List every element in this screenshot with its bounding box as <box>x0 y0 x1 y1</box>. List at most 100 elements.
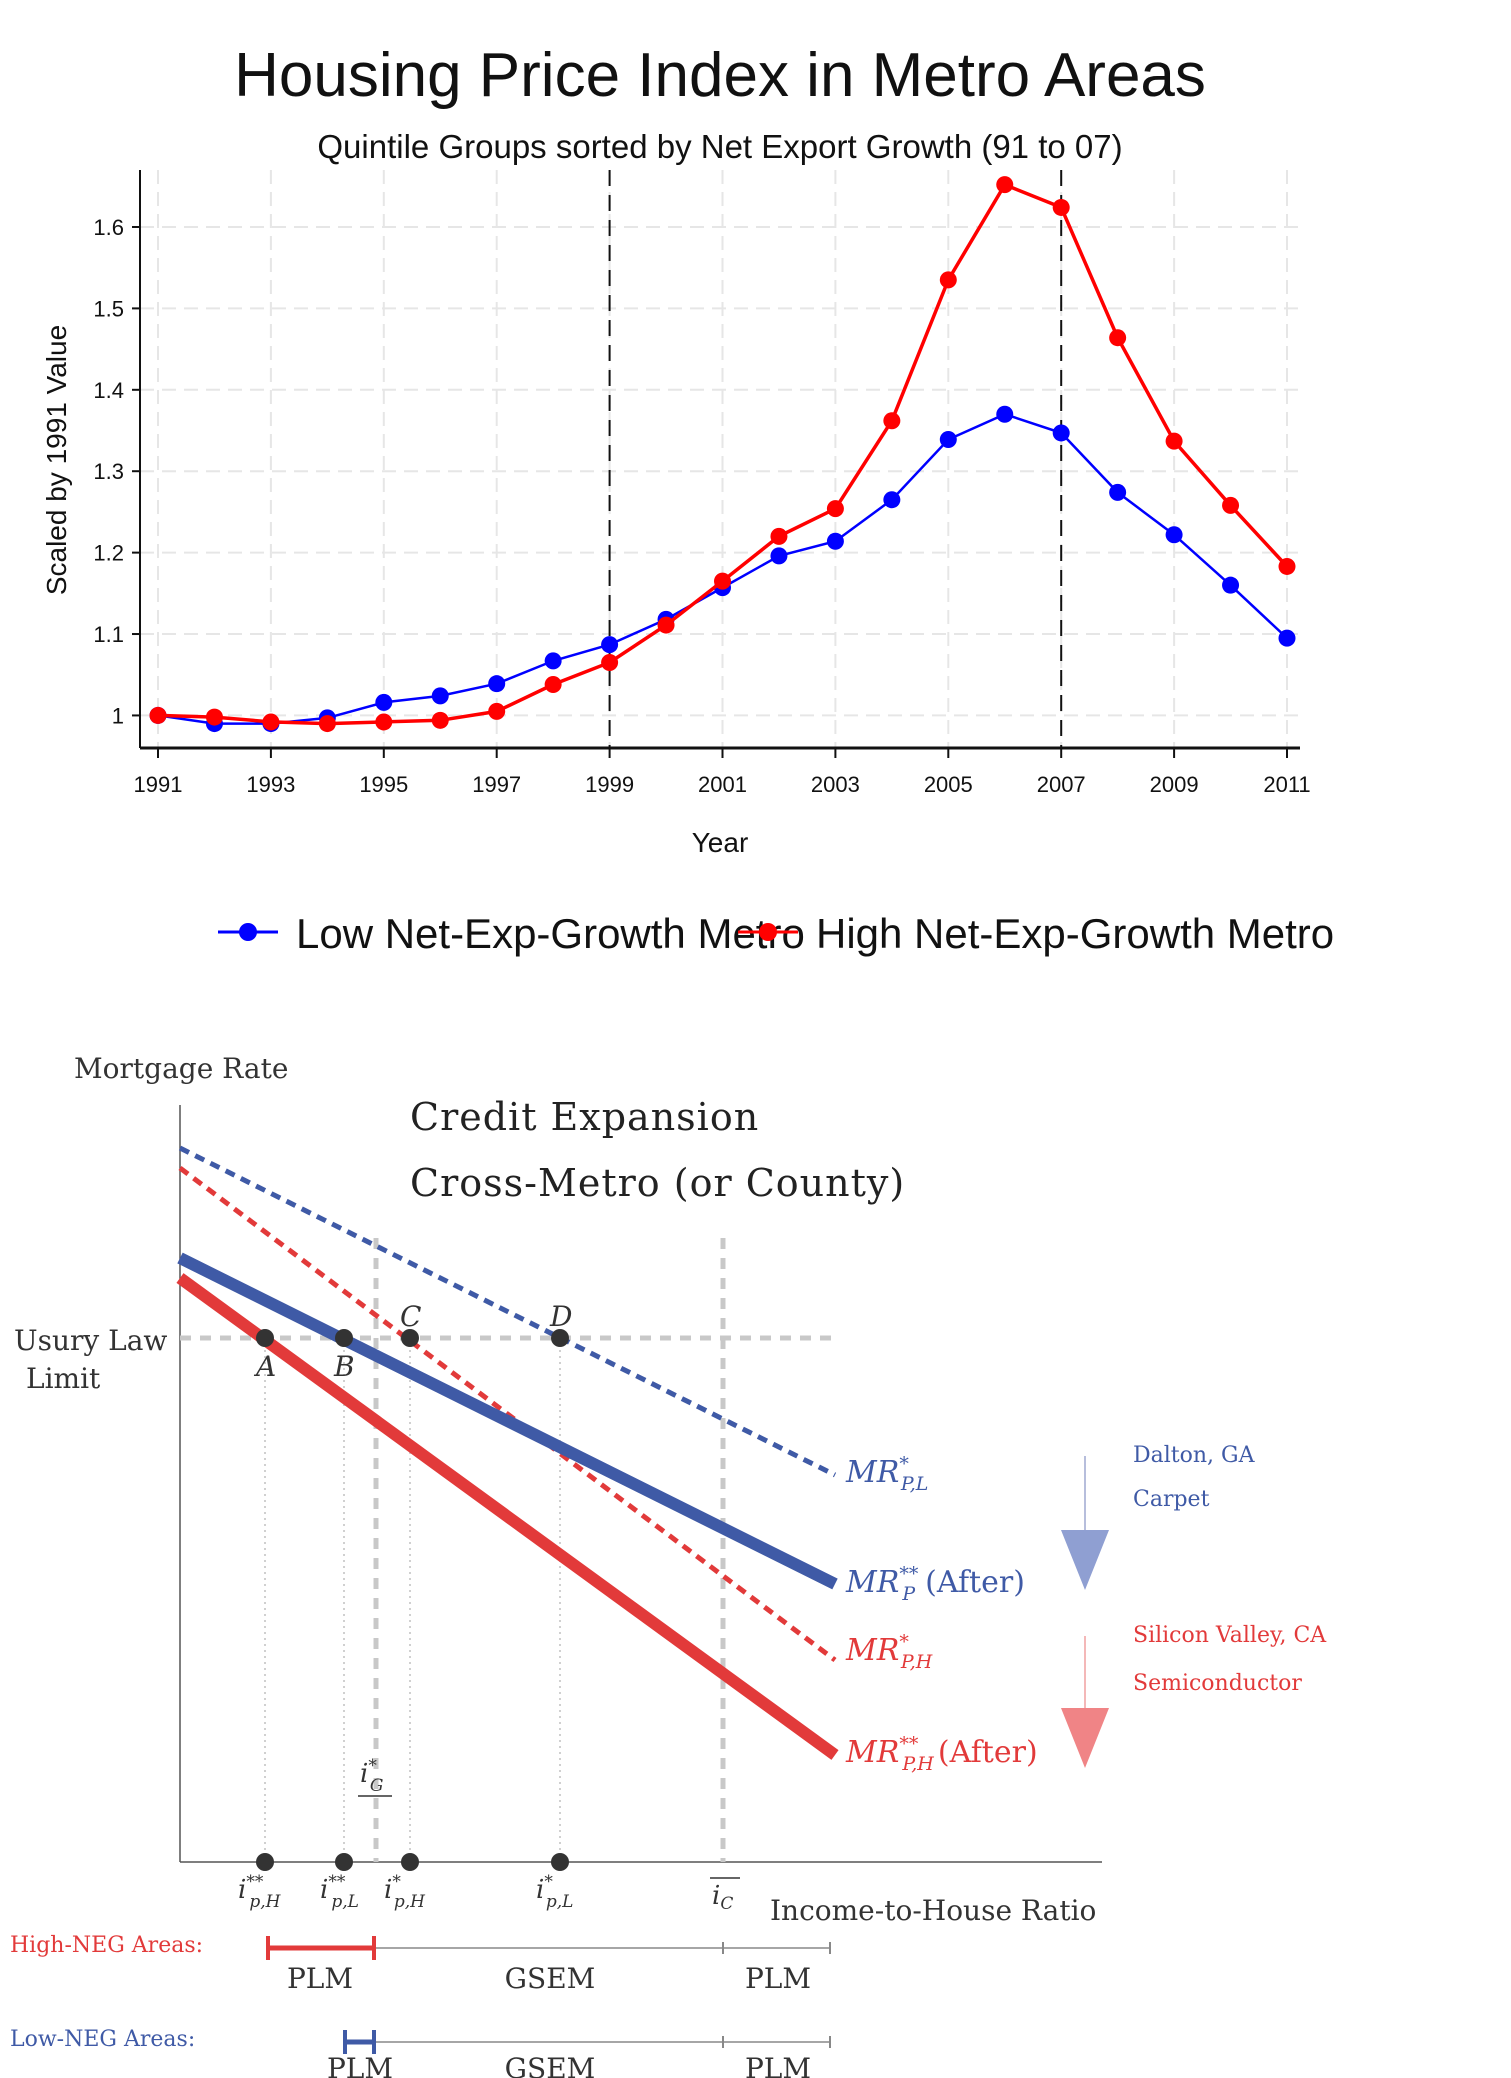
x-tick-label-6: 2003 <box>811 772 860 797</box>
point-low-1995 <box>375 693 393 711</box>
x-tick-label-1: 1993 <box>246 772 295 797</box>
point-high-2009 <box>1165 432 1183 450</box>
point-b-label: B <box>333 1350 355 1383</box>
point-high-1995 <box>375 713 393 731</box>
chart-legend: Low Net-Exp-Growth Metro High Net-Exp-Gr… <box>218 910 1334 957</box>
legend-item-low: Low Net-Exp-Growth Metro <box>218 910 805 957</box>
usury-label-line2: Limit <box>26 1362 101 1395</box>
chart-title: Housing Price Index in Metro Areas <box>234 41 1206 110</box>
usury-label-line1: Usury Law <box>14 1324 167 1357</box>
point-d <box>551 1329 569 1347</box>
point-c <box>401 1329 419 1347</box>
point-high-2010 <box>1222 496 1240 514</box>
point-high-2002 <box>770 527 788 545</box>
chart-subtitle: Quintile Groups sorted by Net Export Gro… <box>317 128 1122 165</box>
x-tick-label-5: 2001 <box>698 772 747 797</box>
point-high-1997 <box>488 702 506 720</box>
low-neg-label: Low-NEG Areas: <box>10 2027 195 2052</box>
point-low-2010 <box>1222 576 1240 594</box>
diagram-x-axis-label: Income-to-House Ratio <box>770 1894 1096 1927</box>
point-low-2003 <box>826 532 844 550</box>
y-tick-label-5: 1.5 <box>93 296 124 321</box>
point-high-2000 <box>657 616 675 634</box>
mr-pl-curve <box>178 1145 837 1478</box>
point-low-2004 <box>883 491 901 509</box>
chart-grid <box>140 170 1300 748</box>
label-i-c: iC <box>712 1881 733 1914</box>
y-tick-label-2: 1.2 <box>93 541 124 566</box>
low-example-line2: Carpet <box>1133 1487 1210 1512</box>
point-a <box>256 1329 274 1347</box>
point-high-1991 <box>149 706 167 724</box>
y-tick-label-4: 1.4 <box>93 378 124 403</box>
point-low-1997 <box>488 675 506 693</box>
point-low-2011 <box>1278 629 1296 647</box>
point-high-2008 <box>1109 329 1127 347</box>
high-neg-seg1: PLM <box>287 1962 353 1995</box>
point-low-2002 <box>770 547 788 565</box>
high-example-line2: Semiconductor <box>1133 1671 1302 1696</box>
x-tick-label-8: 2007 <box>1037 772 1086 797</box>
legend-marker-low <box>239 923 257 941</box>
point-a-label: A <box>253 1350 276 1383</box>
y-axis-ticks: 1 1.1 1.2 1.3 1.4 1.5 1.6 <box>93 215 140 728</box>
point-high-2011 <box>1278 557 1296 575</box>
x-tick-label-10: 2011 <box>1263 772 1310 797</box>
y-tick-label-1: 1.1 <box>93 622 124 647</box>
label-i-ph-1: i* p,H <box>384 1872 426 1912</box>
low-example-line1: Dalton, GA <box>1133 1443 1256 1468</box>
y-tick-label-3: 1.3 <box>93 459 124 484</box>
high-neg-seg3: PLM <box>745 1962 811 1995</box>
x-tick-label-0: 1991 <box>134 772 183 797</box>
x-tick-label-4: 1999 <box>585 772 634 797</box>
point-high-2006 <box>996 176 1014 194</box>
legend-marker-high <box>759 923 777 941</box>
low-neg-seg1: PLM <box>327 2052 393 2078</box>
label-i-ph-2: i** p,H <box>238 1872 282 1912</box>
y-axis-label: Scaled by 1991 Value <box>41 325 72 595</box>
point-d-label: D <box>549 1300 572 1333</box>
point-low-2006 <box>996 405 1014 423</box>
label-i-pl-1: i* p,L <box>536 1872 573 1912</box>
label-i-g-group: i* G <box>358 1756 392 1797</box>
point-low-1996 <box>431 687 449 705</box>
x-tick-label-9: 2009 <box>1150 772 1199 797</box>
x-point-i-ph-2 <box>256 1853 274 1871</box>
high-neg-seg2: GSEM <box>505 1962 596 1995</box>
point-low-1998 <box>544 652 562 670</box>
point-high-1998 <box>544 676 562 694</box>
diagram-y-axis-label: Mortgage Rate <box>74 1052 288 1085</box>
point-low-2008 <box>1109 483 1127 501</box>
housing-price-chart: Housing Price Index in Metro Areas Quint… <box>41 41 1334 957</box>
point-high-1994 <box>318 715 336 733</box>
point-high-2001 <box>714 572 731 590</box>
low-neg-seg2: GSEM <box>505 2052 596 2078</box>
label-mr-p-after: MR** P (After) <box>845 1563 1025 1605</box>
point-high-2005 <box>939 271 957 289</box>
diagram-title-line2: Cross-Metro (or County) <box>410 1161 905 1205</box>
y-tick-label-0: 1 <box>112 703 124 728</box>
x-tick-label-7: 2005 <box>924 772 973 797</box>
high-arrow-down-icon <box>1061 1708 1109 1768</box>
point-high-2004 <box>883 412 901 430</box>
mr-ph-after-curve <box>176 1273 839 1760</box>
low-neg-regimes: Low-NEG Areas: PLM GSEM PLM <box>10 2027 831 2078</box>
point-b <box>335 1329 353 1347</box>
x-point-i-pl-1 <box>551 1853 569 1871</box>
x-axis-ticks: 1991 1993 1995 1997 1999 2001 2003 2005 2007 2009… <box>134 748 1311 797</box>
point-low-2009 <box>1165 526 1183 544</box>
series-layer <box>149 176 1296 733</box>
label-i-g: i* G <box>360 1756 383 1796</box>
x-point-i-ph-1 <box>401 1853 419 1871</box>
credit-expansion-diagram: Mortgage Rate Credit Expansion Cross-Met… <box>10 1052 1327 2078</box>
point-high-1992 <box>205 708 223 726</box>
label-mr-pl: MR* P,L <box>845 1453 928 1495</box>
legend-label-low: Low Net-Exp-Growth Metro <box>296 910 805 957</box>
low-neg-seg3: PLM <box>745 2052 811 2078</box>
mr-p-after-curve <box>177 1252 838 1590</box>
x-tick-label-2: 1995 <box>359 772 408 797</box>
label-mr-ph-after: MR** P,H (After) <box>845 1733 1038 1775</box>
legend-item-high: High Net-Exp-Growth Metro <box>738 910 1334 957</box>
x-axis-label: Year <box>692 827 749 858</box>
